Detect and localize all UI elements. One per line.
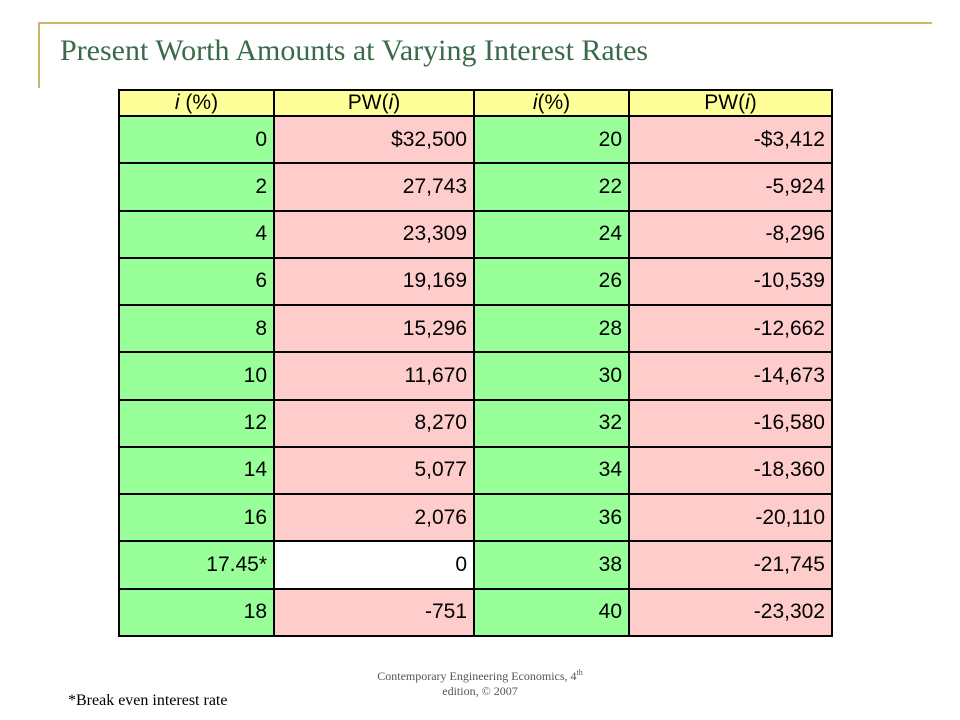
interest-rate-cell: 0 [118,114,275,165]
table-row: 2 27,743 22 -5,924 [118,162,833,212]
interest-rate-cell: 20 [473,114,630,165]
present-worth-cell: -5,924 [628,162,833,212]
header-interest-rate-1: i (%) [118,89,275,117]
present-worth-cell: 2,076 [273,493,475,543]
slide-title: Present Worth Amounts at Varying Interes… [60,34,649,67]
interest-rate-cell: 4 [118,209,275,259]
interest-rate-cell: 2 [118,162,275,212]
present-worth-cell: -21,745 [628,540,833,590]
interest-rate-cell: 32 [473,398,630,448]
interest-rate-cell: 28 [473,304,630,354]
present-worth-cell: 19,169 [273,256,475,307]
present-worth-cell: 15,296 [273,304,475,354]
present-worth-cell: 5,077 [273,445,475,496]
interest-rate-cell: 14 [118,445,275,496]
present-worth-cell: -751 [273,587,475,638]
present-worth-cell: -16,580 [628,398,833,448]
present-worth-cell: -$3,412 [628,114,833,165]
present-worth-cell: -12,662 [628,304,833,354]
present-worth-cell: $32,500 [273,114,475,165]
table-row: 0 $32,500 20 -$3,412 [118,114,833,165]
present-worth-cell: 27,743 [273,162,475,212]
present-worth-cell: -10,539 [628,256,833,307]
interest-rate-cell: 40 [473,587,630,638]
table-row: 4 23,309 24 -8,296 [118,209,833,259]
decorative-top-rule [38,22,932,24]
interest-rate-cell: 36 [473,493,630,543]
header-present-worth-2: PW(i) [628,89,833,117]
present-worth-cell: -14,673 [628,351,833,401]
source-footer: Contemporary Engineering Economics, 4th … [340,665,620,699]
interest-rate-cell: 8 [118,304,275,354]
present-worth-cell: -23,302 [628,587,833,638]
present-worth-cell: -8,296 [628,209,833,259]
present-worth-table: i (%) PW(i) i(%) PW(i) 0 $32,500 20 -$3,… [118,89,833,638]
present-worth-cell: -20,110 [628,493,833,543]
table-row: 8 15,296 28 -12,662 [118,304,833,354]
table-row: 12 8,270 32 -16,580 [118,398,833,448]
table-row: 16 2,076 36 -20,110 [118,493,833,543]
interest-rate-cell: 6 [118,256,275,307]
interest-rate-cell: 26 [473,256,630,307]
break-even-worth-cell: 0 [273,540,475,590]
break-even-footnote: *Break even interest rate [68,692,228,709]
interest-rate-cell: 38 [473,540,630,590]
interest-rate-cell: 34 [473,445,630,496]
present-worth-cell: -18,360 [628,445,833,496]
interest-rate-cell: 16 [118,493,275,543]
header-interest-rate-2: i(%) [473,89,630,117]
interest-rate-cell: 18 [118,587,275,638]
footer-line-2: edition, © 2007 [442,684,518,698]
present-worth-cell: 8,270 [273,398,475,448]
table-row: 10 11,670 30 -14,673 [118,351,833,401]
interest-rate-cell: 24 [473,209,630,259]
interest-rate-cell: 10 [118,351,275,401]
table-row: 6 19,169 26 -10,539 [118,256,833,307]
table-row: 14 5,077 34 -18,360 [118,445,833,496]
break-even-rate-cell: 17.45* [118,540,275,590]
footer-line-1: Contemporary Engineering Economics, 4th [377,668,583,683]
table-row: 18 -751 40 -23,302 [118,587,833,638]
header-present-worth-1: PW(i) [273,89,475,117]
present-worth-cell: 11,670 [273,351,475,401]
interest-rate-cell: 12 [118,398,275,448]
table-row-break-even: 17.45* 0 38 -21,745 [118,540,833,590]
interest-rate-cell: 22 [473,162,630,212]
decorative-left-rule [38,22,40,88]
interest-rate-cell: 30 [473,351,630,401]
table-header-row: i (%) PW(i) i(%) PW(i) [118,89,833,117]
present-worth-cell: 23,309 [273,209,475,259]
